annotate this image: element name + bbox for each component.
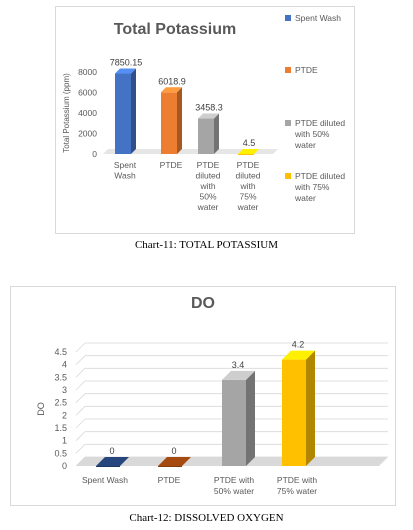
data-label: 3458.3	[195, 103, 223, 113]
gridline-diag	[75, 355, 86, 365]
chart-floor	[103, 149, 278, 154]
y-tick-label: 6000	[78, 88, 97, 98]
bar	[96, 457, 129, 467]
y-tick-label: 4	[62, 360, 67, 370]
legend-swatch	[285, 120, 291, 126]
legend-label: PTDE diluted with 50% water	[294, 118, 345, 150]
y-tick-label: 8000	[78, 67, 97, 77]
gridline-diag	[75, 444, 86, 454]
gridline-diag	[75, 406, 86, 416]
legend-label: PTDE diluted with 75% water	[294, 171, 345, 203]
dissolved-oxygen-chart: DO	[10, 286, 396, 506]
y-tick-label: 2000	[78, 129, 97, 139]
legend-label: Spent Wash	[295, 13, 341, 23]
gridline-diag	[75, 380, 86, 391]
bar	[282, 350, 315, 466]
y-tick-label: 2.5	[54, 398, 67, 408]
y-tick-label: 4.5	[54, 347, 67, 357]
legend-label: PTDE	[295, 65, 318, 75]
gridline-diag	[75, 431, 86, 441]
total-potassium-plot: Total Potassium (ppm) 0 2000 4000 6000 8000 78…	[62, 13, 345, 212]
y-tick-label: 0	[62, 461, 67, 471]
data-label: 3.4	[232, 360, 245, 370]
x-tick-label: PTDE diluted with 75% water	[235, 160, 260, 212]
chart-caption: Chart-12: DISSOLVED OXYGEN	[129, 512, 284, 524]
bar	[222, 370, 255, 466]
x-tick-label: Spent Wash	[114, 160, 137, 181]
y-tick-label: 3	[62, 385, 67, 395]
data-label: 6018.9	[158, 76, 186, 86]
x-tick-label: Spent Wash	[82, 475, 128, 485]
legend-swatch	[285, 67, 291, 73]
data-label: 4.2	[292, 340, 305, 350]
y-tick-label: 4000	[78, 108, 97, 118]
gridline-diag	[75, 368, 86, 378]
x-tick-label: PTDE	[158, 475, 181, 485]
x-tick-label: PTDE with 75% water	[277, 475, 317, 496]
data-label: 7850.15	[110, 58, 143, 68]
chart-title: DO	[191, 295, 215, 312]
chart-caption: Chart-11: TOTAL POTASSIUM	[134, 239, 279, 251]
gridline-diag	[75, 393, 86, 403]
legend-swatch	[285, 173, 291, 179]
y-tick-label: 1	[62, 436, 67, 446]
y-axis-title: Total Potassium (ppm)	[62, 73, 71, 153]
bar	[161, 87, 182, 154]
dissolved-oxygen-plot: 0 0.5 1 1.5 2 2.5 3 3.5 4 4.5 DO 0 Spent Wash 0 PTDE 3.…	[36, 340, 388, 496]
bar	[238, 148, 259, 155]
x-tick-label: PTDE diluted with 50% water	[195, 160, 220, 212]
y-axis-title: DO	[36, 402, 46, 416]
y-tick-label: 0.5	[54, 448, 67, 458]
bar	[198, 113, 219, 154]
bar	[158, 457, 191, 467]
x-tick-label: PTDE	[160, 160, 183, 170]
total-potassium-chart: Total Potassium	[55, 6, 355, 234]
y-tick-label: 0	[92, 149, 97, 159]
legend-swatch	[285, 15, 291, 21]
bar	[115, 68, 136, 154]
data-label: 0	[109, 446, 114, 456]
gridline-diag	[75, 456, 86, 467]
gridline-diag	[75, 418, 86, 429]
chart-title: Total Potassium	[113, 21, 237, 38]
data-label: 0	[171, 446, 176, 456]
y-tick-label: 2	[62, 410, 67, 420]
x-tick-label: PTDE with 50% water	[214, 475, 254, 496]
data-label: 4.5	[243, 138, 256, 148]
gridline-diag	[75, 342, 86, 353]
y-tick-label: 3.5	[54, 372, 67, 382]
y-tick-label: 1.5	[54, 423, 67, 433]
